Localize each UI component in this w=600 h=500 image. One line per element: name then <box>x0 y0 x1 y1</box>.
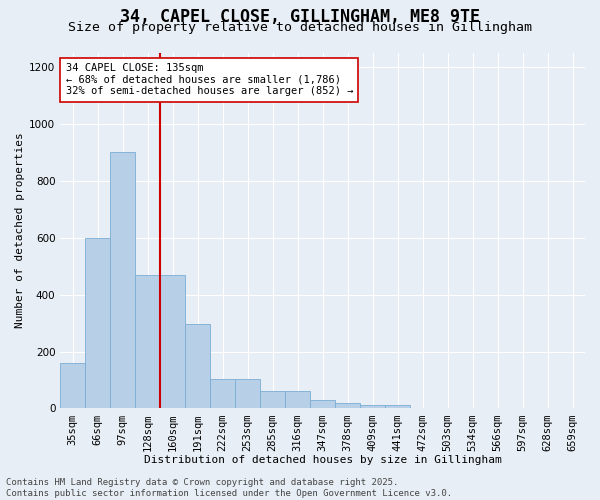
Y-axis label: Number of detached properties: Number of detached properties <box>15 132 25 328</box>
Bar <box>210 378 235 408</box>
Bar <box>285 390 310 408</box>
Bar <box>60 363 85 408</box>
Bar <box>160 274 185 408</box>
Bar <box>260 390 285 408</box>
Bar <box>85 238 110 408</box>
Bar <box>110 152 135 408</box>
Bar <box>135 274 160 408</box>
Bar <box>360 405 385 408</box>
Text: Contains HM Land Registry data © Crown copyright and database right 2025.
Contai: Contains HM Land Registry data © Crown c… <box>6 478 452 498</box>
X-axis label: Distribution of detached houses by size in Gillingham: Distribution of detached houses by size … <box>144 455 502 465</box>
Bar <box>185 324 210 408</box>
Bar <box>335 403 360 408</box>
Text: Size of property relative to detached houses in Gillingham: Size of property relative to detached ho… <box>68 21 532 34</box>
Bar <box>235 378 260 408</box>
Bar <box>385 405 410 408</box>
Text: 34 CAPEL CLOSE: 135sqm
← 68% of detached houses are smaller (1,786)
32% of semi-: 34 CAPEL CLOSE: 135sqm ← 68% of detached… <box>65 63 353 96</box>
Bar <box>310 400 335 408</box>
Text: 34, CAPEL CLOSE, GILLINGHAM, ME8 9TE: 34, CAPEL CLOSE, GILLINGHAM, ME8 9TE <box>120 8 480 26</box>
